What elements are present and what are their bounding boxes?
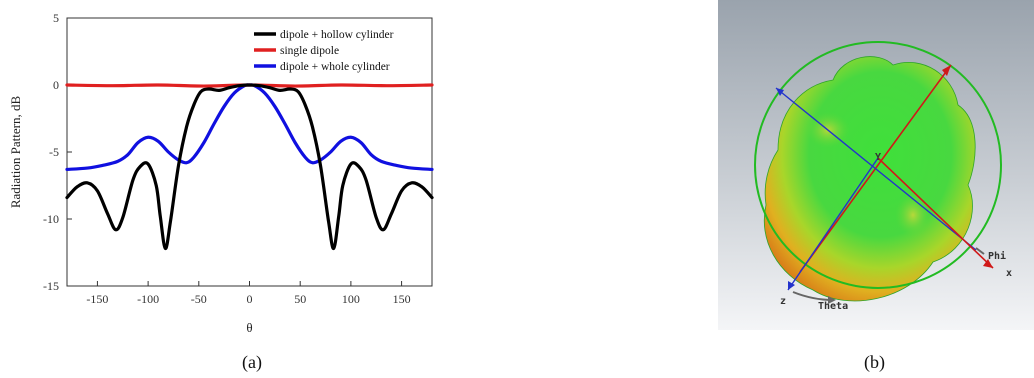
x-tick-label: -50	[191, 292, 207, 306]
x-tick-label: -100	[137, 292, 159, 306]
label-phi: Phi	[988, 250, 1006, 262]
y-tick-label: -10	[43, 212, 59, 226]
series-line-2	[65, 83, 434, 172]
label-y: Y	[875, 152, 881, 163]
label-x: x	[1006, 268, 1012, 279]
blue-axis-line	[775, 87, 977, 251]
plot-frame	[66, 17, 433, 287]
phi-arrow	[975, 247, 985, 255]
x-tick-label: -150	[86, 292, 108, 306]
y-tick-label: 0	[53, 78, 59, 92]
phi-circle	[754, 41, 1002, 289]
x-axis-line	[877, 157, 994, 269]
label-theta: Theta	[818, 301, 848, 312]
series-line-0	[65, 83, 434, 251]
x-tick-label: 150	[393, 292, 411, 306]
legend-label: single dipole	[280, 45, 339, 57]
x-axis-arrow	[983, 259, 993, 268]
lobe-highlight	[895, 193, 931, 237]
legend-label: dipole + hollow cylinder	[280, 29, 394, 41]
y-tick-label: -15	[43, 279, 59, 293]
theta-arrowhead	[828, 296, 836, 304]
legend-label: dipole + whole cylinder	[280, 61, 390, 73]
y-tick-label: 5	[53, 11, 59, 25]
x-tick-label: 50	[294, 292, 306, 306]
chart-a: -150 -100 -50 0 50 100 15050-5-10-15θRadiation…	[8, 11, 434, 335]
red-axis-arrow	[942, 65, 951, 76]
x-tick-label: 0	[247, 292, 253, 306]
label-z: z	[780, 296, 786, 307]
caption-a: (a)	[242, 352, 262, 372]
z-axis-line	[787, 157, 879, 291]
caption-b: (b)	[864, 352, 885, 372]
x-tick-label: 100	[342, 292, 360, 306]
blue-axis-arrow	[776, 88, 784, 96]
z-axis-arrow	[788, 281, 795, 290]
y-tick-label: -5	[49, 145, 59, 159]
panel-b-3d-pattern: Y z x Theta Phi	[718, 0, 1034, 330]
y-axis-title: Radiation Pattern, dB	[8, 96, 23, 209]
x-axis-title: θ	[246, 320, 252, 335]
